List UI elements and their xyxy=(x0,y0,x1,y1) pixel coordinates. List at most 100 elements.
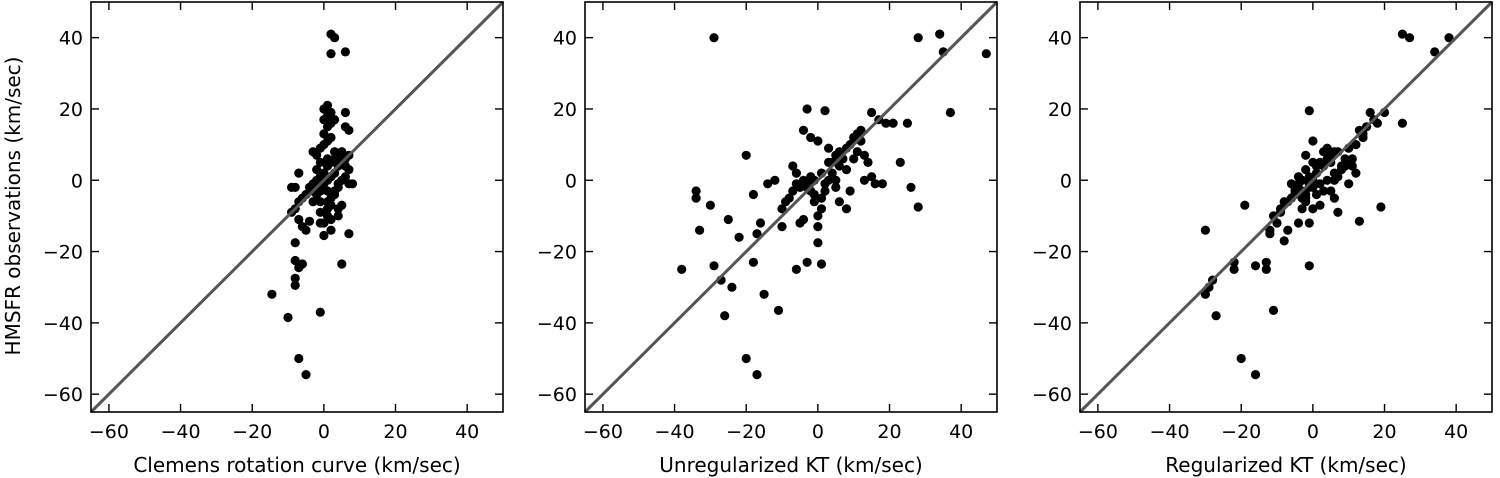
data-point xyxy=(322,100,333,110)
data-point xyxy=(831,182,841,192)
data-point xyxy=(867,172,877,182)
data-point xyxy=(877,179,887,189)
data-point xyxy=(301,225,311,235)
scatter-panel-unregularized-kt: Unregularized KT (km/sec) −60 −40 −20 0 20 40… xyxy=(537,0,999,477)
data-point xyxy=(741,150,751,160)
data-point xyxy=(813,238,823,248)
data-point xyxy=(347,179,358,189)
data-point xyxy=(798,125,809,135)
identity-line xyxy=(1078,0,1494,414)
data-point xyxy=(1444,33,1454,43)
data-point xyxy=(720,311,730,321)
data-point xyxy=(1261,264,1271,274)
data-point xyxy=(770,175,780,185)
data-point xyxy=(849,154,859,164)
data-point xyxy=(691,193,701,203)
data-point xyxy=(824,143,834,153)
data-point xyxy=(752,229,762,239)
scatter-panel-regularized-kt: Regularized KT (km/sec) −60 −40 −20 0 20 40 −6… xyxy=(1032,0,1494,477)
data-point xyxy=(759,289,769,299)
data-point xyxy=(824,175,834,185)
data-point xyxy=(290,255,300,266)
data-point xyxy=(1279,197,1289,207)
data-point xyxy=(834,161,844,171)
data-point xyxy=(784,193,794,203)
x-tick-label: 0 xyxy=(318,421,330,443)
data-point xyxy=(1315,200,1325,210)
data-point xyxy=(777,204,787,214)
data-point xyxy=(820,186,830,196)
data-point xyxy=(326,214,336,225)
data-point xyxy=(1322,175,1332,185)
data-point xyxy=(834,197,844,207)
data-point xyxy=(1250,370,1261,380)
data-point xyxy=(791,264,801,274)
x-tick-label: −40 xyxy=(655,421,695,443)
data-point xyxy=(1322,143,1332,153)
data-point xyxy=(1229,264,1239,274)
data-point xyxy=(809,197,819,207)
data-point xyxy=(344,125,354,135)
data-point xyxy=(1326,186,1336,196)
data-point xyxy=(1304,218,1314,228)
x-tick-label: 20 xyxy=(383,421,407,443)
data-point xyxy=(691,186,701,196)
data-point xyxy=(304,216,315,226)
data-point xyxy=(816,204,827,214)
data-point xyxy=(1372,118,1382,128)
data-point xyxy=(1311,189,1322,200)
y-tick-label: −20 xyxy=(537,242,577,264)
data-point xyxy=(315,197,325,207)
scatter-points xyxy=(267,29,358,380)
data-point xyxy=(777,222,787,232)
data-point xyxy=(315,307,325,317)
plot-frame xyxy=(584,1,998,413)
y-tick-label: −60 xyxy=(1032,384,1072,406)
data-point xyxy=(888,118,898,128)
data-point xyxy=(834,147,844,157)
data-point xyxy=(813,222,823,232)
data-point xyxy=(1347,161,1357,171)
data-point xyxy=(788,186,798,196)
y-tick-label: 0 xyxy=(1060,170,1072,192)
data-point xyxy=(870,179,880,189)
data-point xyxy=(319,230,329,241)
data-point xyxy=(863,157,873,167)
data-point xyxy=(308,197,318,207)
data-point xyxy=(841,204,852,214)
data-point xyxy=(1397,29,1407,39)
x-tick-label: 40 xyxy=(949,421,973,443)
data-point xyxy=(1236,353,1246,364)
data-point xyxy=(1293,218,1304,228)
data-point xyxy=(326,49,336,59)
x-tick-label: −40 xyxy=(1150,421,1190,443)
data-point xyxy=(859,175,869,185)
x-tick-label: −60 xyxy=(89,421,129,443)
data-point xyxy=(1397,118,1407,128)
y-tick-label: 0 xyxy=(565,170,577,192)
data-point xyxy=(763,179,773,189)
data-point xyxy=(1308,157,1318,167)
data-point xyxy=(283,312,293,323)
y-tick-label: 40 xyxy=(553,28,577,50)
x-tick-label: 0 xyxy=(812,421,824,443)
data-point xyxy=(312,150,322,160)
x-tick-label: −20 xyxy=(726,421,766,443)
scatter-points xyxy=(677,29,991,380)
data-point xyxy=(1283,225,1293,235)
x-tick-label: −20 xyxy=(1221,421,1261,443)
data-point xyxy=(301,370,311,380)
data-point xyxy=(290,273,300,283)
data-point xyxy=(333,211,343,221)
data-point xyxy=(330,33,340,43)
y-tick-label: −40 xyxy=(1032,313,1072,335)
data-point xyxy=(935,29,945,39)
data-point xyxy=(326,132,336,143)
x-tick-label: 40 xyxy=(1444,421,1468,443)
data-point xyxy=(1301,150,1311,160)
data-point xyxy=(1329,175,1339,185)
data-point xyxy=(340,172,350,182)
data-point xyxy=(333,182,343,192)
scatter-panel-clemens: Clemens rotation curve (km/sec) −60 −40 −2… xyxy=(43,0,505,477)
